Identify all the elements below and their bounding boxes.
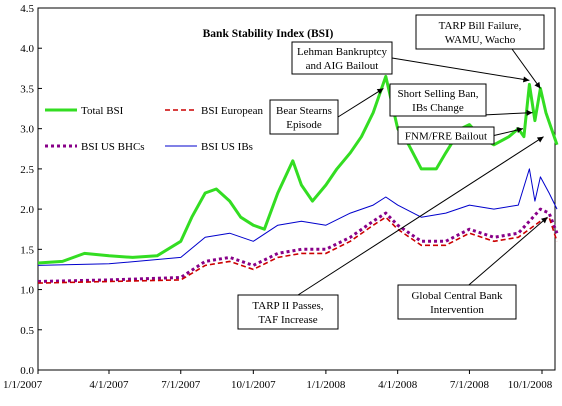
annotation-arrow: [297, 136, 544, 296]
annotation-text: IBs Change: [412, 102, 464, 114]
annotation-text: Lehman Bankruptcy: [297, 46, 388, 58]
annotation-text: Global Central Bank: [411, 290, 503, 302]
annotation-arrow: [511, 48, 541, 89]
series-line-total-bsi: [37, 74, 559, 265]
x-tick-label: 10/1/2007: [231, 379, 276, 391]
y-tick-label: 2.0: [20, 204, 34, 216]
annotation-box: [291, 41, 393, 75]
annotation-text: Episode: [286, 119, 322, 131]
annotation-box: [389, 83, 487, 117]
annotation-text: and AIG Bailout: [306, 60, 379, 72]
annotation-arrowhead: [536, 136, 544, 143]
x-tick-label: 7/1/2007: [161, 379, 201, 391]
y-tick-label: 3.0: [20, 124, 34, 136]
annotation-text: TARP II Passes,: [252, 300, 323, 312]
legend-label: Total BSI: [81, 105, 124, 117]
annotation-arrow: [391, 57, 530, 81]
annotation-text: FNM/FRE Bailout: [405, 131, 487, 143]
annotation-box: [397, 284, 517, 320]
chart-title: Bank Stability Index (BSI): [203, 28, 334, 40]
annotation-arrowhead: [534, 81, 541, 89]
annotation-arrowhead: [526, 109, 533, 116]
x-tick-label: 10/1/2008: [508, 379, 553, 391]
series-line-bsi-european: [37, 216, 558, 284]
y-tick-label: 4.0: [20, 43, 34, 55]
x-tick-label: 4/1/2008: [378, 379, 418, 391]
x-tick-label: 4/1/2007: [89, 379, 129, 391]
annotation-text: WAMU, Wacho: [445, 34, 516, 46]
y-tick-label: 0.5: [20, 325, 34, 337]
x-tick-label: 7/1/2008: [450, 379, 490, 391]
legend-label: BSI US BHCs: [81, 141, 145, 153]
annotation-box: [415, 14, 545, 50]
x-tick-label: 1/1/2007: [3, 379, 43, 391]
y-tick-label: 3.5: [20, 83, 34, 95]
legend-label: BSI European: [201, 105, 264, 117]
legend-label: BSI US IBs: [201, 141, 253, 153]
series-line-bsi-us-bhcs: [37, 207, 559, 283]
annotation-text: TAF Increase: [258, 314, 317, 326]
y-tick-label: 4.5: [20, 3, 34, 15]
annotation-arrow: [337, 88, 384, 118]
annotation-text: TARP Bill Failure,: [439, 20, 522, 32]
annotation-arrowhead: [376, 88, 384, 95]
annotation-arrowhead: [516, 127, 524, 133]
annotation-box: [237, 294, 339, 330]
annotation-text: Intervention: [430, 304, 484, 316]
y-tick-label: 2.5: [20, 164, 34, 176]
annotation-arrowhead: [522, 76, 530, 83]
annotation-arrow: [468, 216, 548, 286]
y-tick-label: 0.0: [20, 365, 34, 377]
annotation-text: Short Selling Ban,: [398, 88, 479, 100]
y-tick-label: 1.5: [20, 244, 34, 256]
annotation-box: [269, 99, 339, 135]
x-tick-label: 1/1/2008: [306, 379, 346, 391]
annotation-text: Bear Stearns: [276, 105, 332, 117]
y-tick-label: 1.0: [20, 285, 34, 297]
plot-frame: [37, 7, 556, 371]
annotation-arrowhead: [541, 217, 548, 224]
series-line-bsi-us-ibs: [37, 168, 558, 266]
annotation-box: [397, 126, 495, 145]
